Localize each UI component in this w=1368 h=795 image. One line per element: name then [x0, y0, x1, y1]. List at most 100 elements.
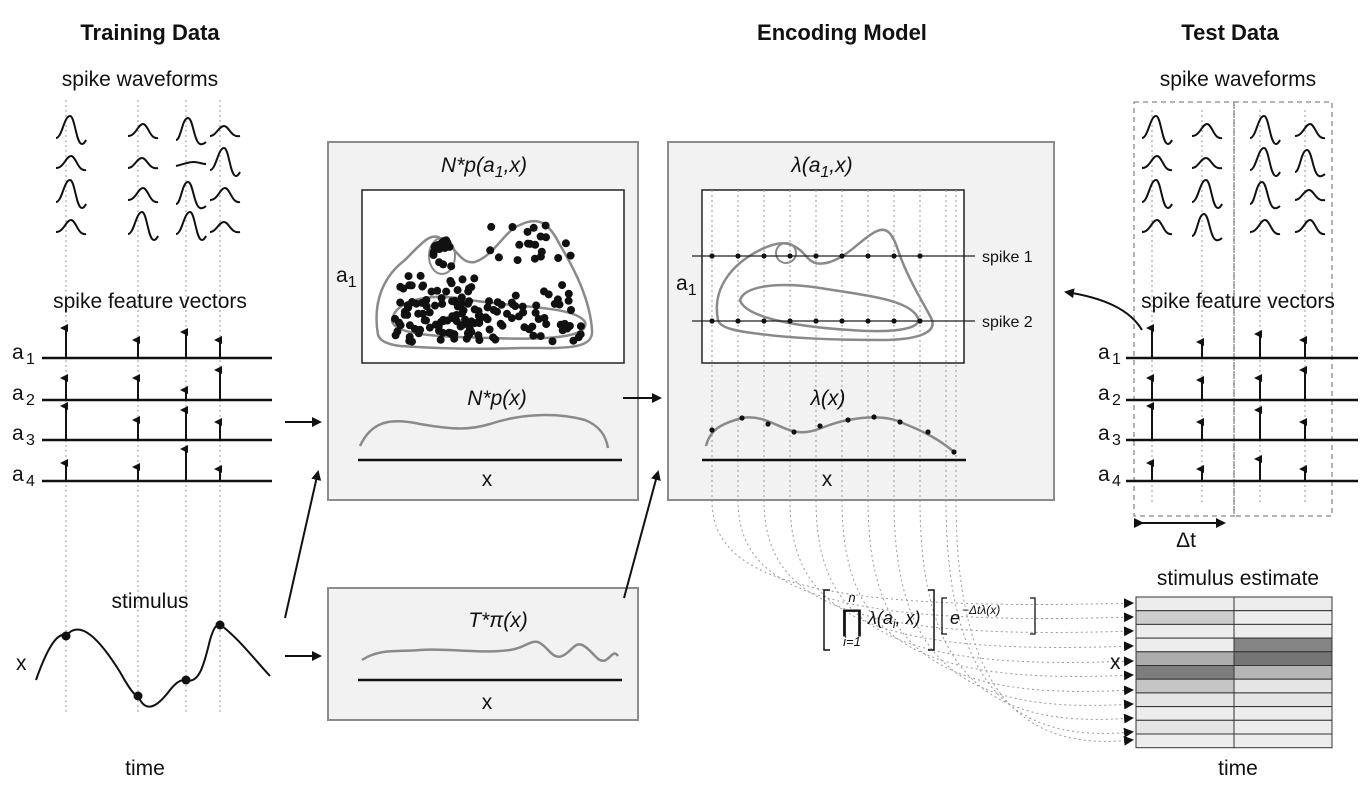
rate-sample-dot-5	[813, 253, 819, 259]
formula-product-symbol: ∏	[840, 604, 865, 637]
scatter-point-171	[407, 281, 416, 290]
scatter-point-176	[470, 274, 479, 283]
stimulus-sample-dot-3	[181, 675, 191, 685]
test-waveform-11	[1249, 180, 1281, 210]
estimate-cell-3	[1135, 610, 1235, 625]
scatter-point-100	[523, 227, 532, 236]
mapping-line-2	[737, 499, 1134, 623]
scatter-point-166	[519, 308, 528, 317]
training-stimulus-label: stimulus	[111, 590, 188, 613]
rate-outer-contour	[715, 228, 934, 342]
training-stimulus-axis: x	[16, 652, 27, 675]
rate-marginal-title: λ(x)	[810, 387, 846, 410]
scatter-point-81	[529, 331, 538, 340]
scatter-point-27	[442, 287, 451, 296]
rate-sample-dot-4	[787, 253, 793, 259]
scatter-point-136	[391, 314, 399, 323]
scatter-point-102	[400, 310, 409, 319]
training-waveforms-label: spike waveforms	[62, 68, 218, 91]
scatter-point-190	[448, 297, 457, 306]
scatter-point-77	[396, 298, 405, 307]
arrow-occupancy-to-rate	[623, 470, 661, 599]
stimulus-sample-dot-1	[61, 631, 71, 641]
rate-marginal-dot-7	[871, 414, 877, 420]
delta-t-label: Δt	[1176, 529, 1196, 552]
training-waveform-16	[209, 220, 241, 234]
training-waveform-4	[209, 124, 241, 138]
scatter-point-133	[446, 277, 455, 285]
training-feature-row-2: a 2	[12, 382, 272, 409]
scatter-point-180	[443, 316, 452, 325]
occupancy-title: T*π(x)	[468, 609, 528, 632]
scatter-point-157	[498, 321, 507, 330]
scatter-point-165	[561, 239, 570, 248]
scatter-point-161	[511, 291, 520, 300]
scatter-point-103	[576, 330, 585, 339]
scatter-point-61	[405, 336, 414, 345]
stimulus-estimate-grid	[1135, 596, 1333, 749]
rate-marginal-dot-2	[739, 415, 745, 421]
estimate-cell-11	[1135, 665, 1235, 680]
scatter-point-160	[525, 325, 534, 334]
test-feature-name-3: a	[1098, 422, 1110, 445]
scatter-point-104	[493, 298, 502, 307]
formula-exp-base: e	[950, 608, 960, 628]
training-feature-sub-3: 3	[26, 432, 35, 449]
scatter-point-164	[437, 294, 446, 303]
rate-marginal-dot-3	[765, 421, 771, 427]
rate-sample-dot-15	[839, 318, 845, 324]
scatter-point-112	[447, 262, 456, 271]
scatter-point-24	[532, 301, 541, 310]
header-training: Training Data	[80, 20, 220, 45]
training-feature-name-1: a	[12, 341, 24, 364]
mapping-line-3	[763, 499, 1134, 637]
scatter-point-88	[438, 299, 447, 308]
mapping-line-1	[711, 499, 1134, 609]
mapping-line-11	[955, 499, 1134, 746]
rate-marginal-dot-5	[817, 423, 823, 429]
estimate-cell-21	[1135, 733, 1235, 749]
estimate-cell-22	[1233, 733, 1333, 749]
scatter-point-135	[396, 282, 405, 291]
formula-bracket-left	[823, 589, 830, 651]
estimate-cell-10	[1233, 651, 1333, 666]
training-waveform-grid	[55, 114, 241, 242]
formula-bracket-right	[928, 589, 935, 651]
test-waveform-3	[1249, 114, 1281, 146]
estimate-axis: x	[1110, 651, 1121, 674]
scatter-point-90	[565, 322, 574, 330]
rate-plot-area	[701, 189, 965, 364]
test-spike-stems	[1146, 324, 1307, 481]
scatter-point-93	[537, 247, 546, 256]
rate-panel: λ(a1,x) a1 spike 1 spike 2 λ(x) x	[667, 141, 1055, 501]
rate-marginal-dot-9	[925, 429, 931, 435]
scatter-point-139	[540, 314, 549, 322]
scatter-point-7	[483, 303, 492, 312]
formula-product-upper: n	[848, 590, 855, 605]
estimate-cell-20	[1233, 719, 1333, 735]
test-waveform-5	[1141, 154, 1173, 172]
mapping-line-6	[841, 499, 1134, 681]
training-waveform-14	[127, 210, 159, 242]
test-window-2	[1233, 101, 1333, 517]
test-feature-row-3: a 3	[1098, 422, 1358, 449]
training-feature-sub-2: 2	[26, 392, 35, 409]
scatter-point-97	[464, 299, 472, 308]
rate-sample-dot-6	[839, 253, 845, 259]
test-waveform-grid	[1141, 114, 1326, 242]
rate-marginal-dot-6	[845, 417, 851, 423]
scatter-point-54	[530, 254, 539, 263]
formula-exp-power: −Δtλ(x)	[962, 603, 1000, 617]
marginal-density-xlabel: x	[482, 468, 493, 491]
scatter-point-148	[489, 306, 498, 314]
rate-sample-dot-1	[709, 253, 715, 259]
rate-title: λ(a1,x)	[790, 154, 852, 181]
rate-marginal-samples	[709, 414, 957, 455]
estimate-cell-9	[1135, 651, 1235, 666]
training-waveform-2	[127, 122, 159, 140]
test-feature-name-4: a	[1098, 463, 1110, 486]
joint-density-panel: N*p(a1,x) a1 N*p(x) x	[327, 141, 639, 501]
estimate-cell-17	[1135, 706, 1235, 721]
formula-exp-bracket-left	[941, 597, 947, 635]
test-feature-name-1: a	[1098, 341, 1110, 364]
